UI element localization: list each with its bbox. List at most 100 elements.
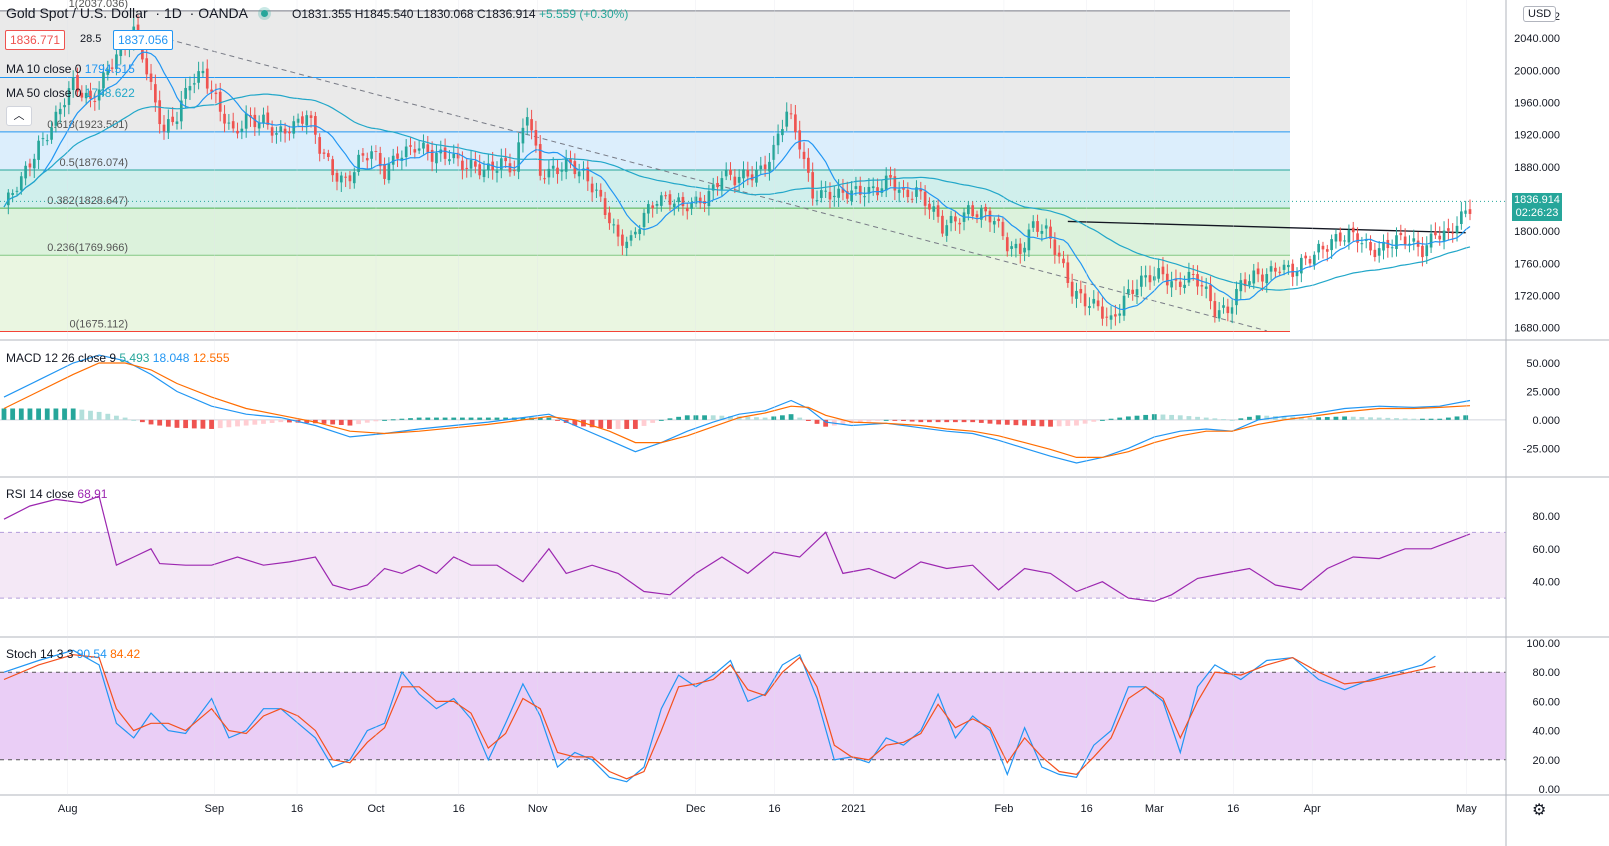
candle-body bbox=[902, 187, 905, 190]
candle-body bbox=[707, 191, 711, 207]
price-axis-tick: 2040.000 bbox=[1514, 33, 1560, 45]
macd-histogram-bar bbox=[814, 419, 820, 424]
spread-value: 28.5 bbox=[80, 33, 102, 45]
stoch-legend[interactable]: Stoch 14 3 3 90.54 84.42 bbox=[6, 647, 140, 661]
macd-histogram-bar bbox=[1048, 419, 1053, 427]
macd-histogram-bar bbox=[1411, 418, 1417, 420]
candle-body bbox=[595, 189, 598, 191]
candle-body bbox=[1300, 257, 1303, 274]
ask-button[interactable]: 1837.056 bbox=[113, 30, 174, 50]
candle-body bbox=[521, 127, 525, 144]
candle-body bbox=[430, 149, 434, 162]
candle-body bbox=[231, 121, 235, 129]
macd-histogram-bar bbox=[520, 417, 526, 420]
macd-histogram-bar bbox=[96, 411, 102, 420]
gear-icon[interactable]: ⚙ bbox=[1532, 802, 1547, 819]
ma10-line bbox=[3, 51, 1471, 311]
macd-histogram-bar bbox=[797, 417, 803, 420]
macd-histogram-bar bbox=[840, 419, 846, 425]
candle-body bbox=[448, 159, 451, 162]
candle-body bbox=[1373, 249, 1377, 258]
candle-body bbox=[1274, 267, 1277, 272]
candle-body bbox=[871, 186, 875, 189]
candle-body bbox=[1447, 228, 1450, 231]
macd-histogram-bar bbox=[70, 408, 76, 420]
candle-body bbox=[638, 229, 642, 235]
macd-histogram-bar bbox=[1359, 417, 1365, 420]
candle-body bbox=[1191, 273, 1195, 275]
macd-legend[interactable]: MACD 12 26 close 9 5.493 18.048 12.555 bbox=[6, 351, 230, 365]
price-axis-tick: 1680.000 bbox=[1514, 323, 1560, 335]
candle-body bbox=[37, 140, 40, 160]
macd-histogram-bar bbox=[79, 409, 85, 420]
ma10-value: 1794.515 bbox=[84, 62, 135, 76]
macd-histogram-bar bbox=[1125, 416, 1131, 420]
candle-body bbox=[244, 113, 248, 129]
candle-body bbox=[850, 190, 853, 202]
candle-body bbox=[612, 224, 616, 226]
candle-body bbox=[383, 163, 386, 179]
candle-body bbox=[906, 189, 910, 198]
macd-histogram-bar bbox=[1091, 419, 1097, 422]
macd-histogram-bar bbox=[191, 419, 197, 429]
time-axis-tick: Mar bbox=[1145, 803, 1164, 815]
candle-body bbox=[659, 195, 663, 206]
fib-zone bbox=[0, 131, 1290, 170]
candle-body bbox=[404, 146, 408, 158]
macd-histogram-bar bbox=[1281, 416, 1287, 420]
candle-body bbox=[210, 89, 213, 92]
candle-body bbox=[954, 216, 957, 222]
candle-body bbox=[1036, 221, 1039, 232]
bid-button[interactable]: 1836.771 bbox=[5, 30, 66, 50]
candle-body bbox=[1226, 306, 1230, 314]
candle-body bbox=[387, 163, 391, 181]
candle-body bbox=[309, 115, 313, 118]
candle-body bbox=[1295, 271, 1299, 277]
candle-body bbox=[270, 127, 274, 136]
candle-body bbox=[1131, 289, 1135, 294]
candle-body bbox=[1287, 264, 1290, 268]
macd-histogram-bar bbox=[278, 419, 284, 423]
candle-body bbox=[1455, 225, 1459, 234]
interval-label[interactable]: 1D bbox=[163, 5, 182, 21]
currency-button[interactable]: USD bbox=[1523, 6, 1557, 22]
candle-body bbox=[218, 91, 222, 112]
price-axis-tick: 2 bbox=[1554, 11, 1560, 23]
candle-body bbox=[1005, 237, 1009, 252]
macd-histogram-bar bbox=[1255, 415, 1261, 420]
macd-histogram-bar bbox=[1004, 419, 1010, 425]
macd-histogram-bar bbox=[667, 418, 673, 420]
macd-histogram-bar bbox=[710, 415, 716, 420]
collapse-legend-button[interactable]: ︿ bbox=[6, 106, 32, 126]
ma50-legend[interactable]: MA 50 close 0 1748.622 bbox=[6, 86, 135, 100]
macd-histogram-bar bbox=[209, 419, 214, 429]
macd-histogram-bar bbox=[139, 419, 145, 423]
symbol-name[interactable]: Gold Spot / U.S. Dollar bbox=[6, 5, 148, 21]
macd-histogram-bar bbox=[883, 419, 889, 421]
candle-body bbox=[547, 168, 551, 178]
macd-histogram-bar bbox=[719, 415, 725, 420]
candle-body bbox=[1114, 314, 1117, 317]
macd-histogram-bar bbox=[866, 419, 872, 422]
ma10-legend[interactable]: MA 10 close 0 1794.515 bbox=[6, 62, 135, 76]
candle-body bbox=[339, 175, 343, 183]
rsi-legend[interactable]: RSI 14 close 68.91 bbox=[6, 487, 107, 501]
candle-body bbox=[919, 188, 923, 192]
macd-histogram-bar bbox=[157, 419, 163, 426]
macd-histogram-bar bbox=[1030, 419, 1036, 426]
macd-histogram-bar bbox=[434, 417, 439, 420]
macd-histogram-bar bbox=[935, 419, 941, 423]
candle-body bbox=[681, 196, 685, 207]
candle-body bbox=[1248, 281, 1251, 285]
candle-body bbox=[283, 128, 287, 134]
time-axis-tick: May bbox=[1456, 803, 1477, 815]
candle-body bbox=[608, 212, 611, 224]
candle-body bbox=[720, 178, 724, 190]
candle-body bbox=[1135, 289, 1139, 296]
macd-histogram-bar bbox=[1420, 418, 1425, 420]
candle-body bbox=[1092, 298, 1096, 304]
candle-body bbox=[1213, 301, 1217, 317]
time-axis-tick: 16 bbox=[768, 803, 780, 815]
macd-histogram-bar bbox=[451, 417, 457, 420]
